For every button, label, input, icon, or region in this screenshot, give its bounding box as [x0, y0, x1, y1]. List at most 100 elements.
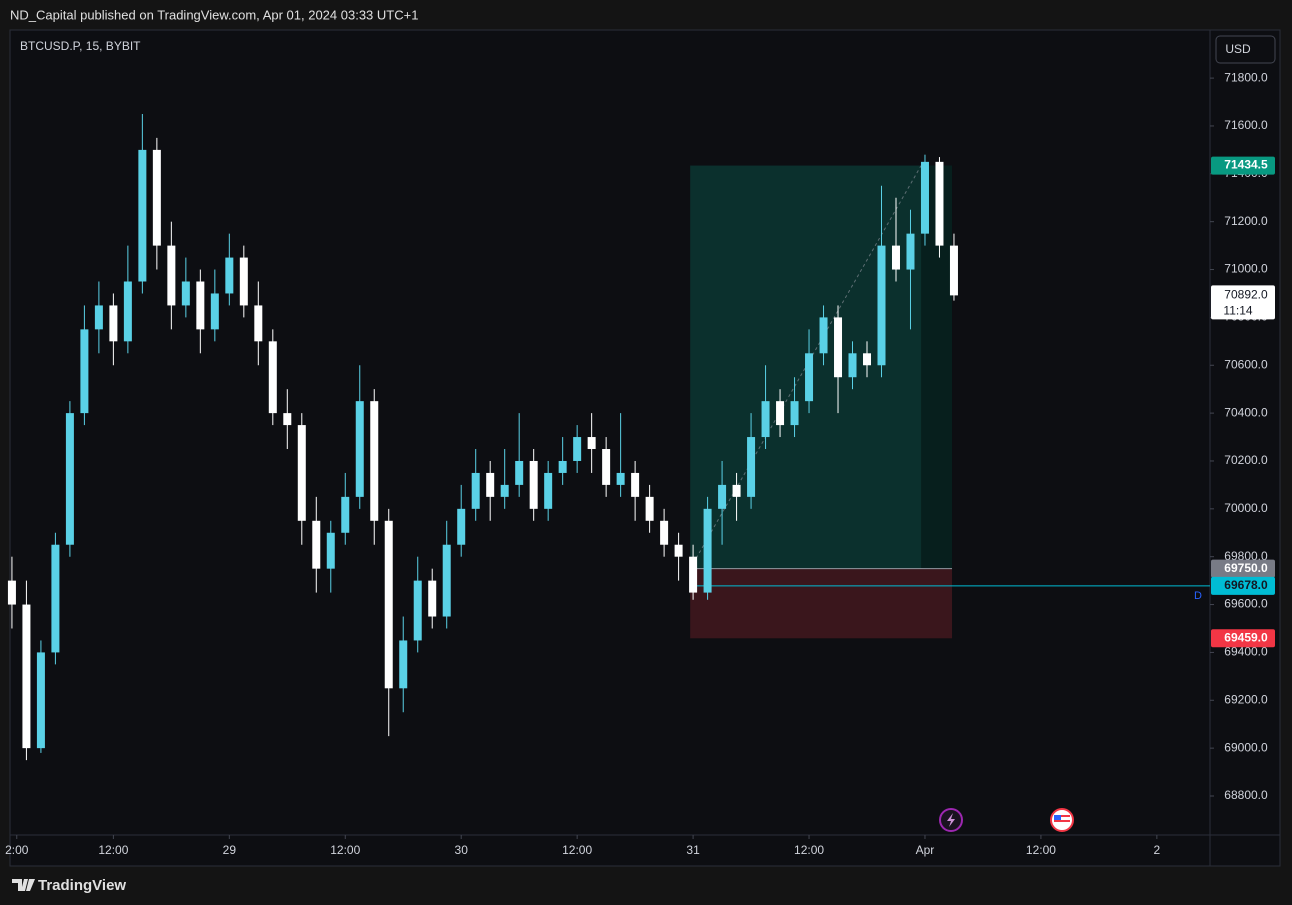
candle-body [920, 161, 929, 234]
candle-body [906, 233, 915, 270]
profit-zone [690, 165, 953, 569]
candle-body [196, 281, 205, 330]
candle-body [384, 520, 393, 689]
candle-body [297, 425, 306, 521]
candle-body [602, 449, 611, 485]
candle-body [210, 293, 219, 330]
currency-label: USD [1225, 42, 1251, 56]
flag-stripe [1054, 820, 1070, 822]
candle-body [863, 353, 872, 366]
candle-body [181, 281, 190, 306]
candle-body [471, 472, 480, 509]
candle-body [631, 472, 640, 497]
candle-body [616, 472, 625, 485]
y-tick-label: 70400.0 [1224, 405, 1268, 419]
candle-body [573, 437, 582, 461]
logo-mark [12, 879, 35, 891]
candle-body [544, 472, 553, 509]
flag-canton [1054, 815, 1061, 820]
y-tick-label: 69400.0 [1224, 645, 1268, 659]
candle-body [22, 604, 31, 749]
candle-body [428, 580, 437, 617]
candle-body [370, 401, 379, 521]
stop-tag-bg [1211, 629, 1275, 648]
level-price-tag: 69678.0 [1224, 578, 1268, 592]
candle-body [848, 353, 857, 378]
candle-body [891, 245, 900, 270]
candle-body [689, 556, 698, 593]
candle-body [457, 508, 466, 545]
candle-body [819, 317, 828, 354]
publish-header: ND_Capital published on TradingView.com,… [10, 7, 418, 22]
candle-body [529, 460, 538, 509]
candle-body [761, 401, 770, 438]
candle-body [587, 437, 596, 450]
candle-body [805, 353, 814, 402]
x-tick-label: 12:00 [98, 843, 128, 857]
candle-body [268, 341, 277, 414]
candle-body [790, 401, 799, 426]
candle-body [413, 580, 422, 641]
y-tick-label: 70600.0 [1224, 357, 1268, 371]
entry-tag-bg [1211, 559, 1275, 578]
last-price-bg [1211, 285, 1275, 320]
axes: 68800.0 69000.0 69200.0 69400.0 69600.0 69800… [5, 70, 1275, 857]
candle-body [935, 161, 944, 246]
candle-body [558, 460, 567, 473]
symbol-label: BTCUSD.P, 15, BYBIT [20, 39, 141, 53]
logo-text: TradingView [38, 877, 126, 894]
x-tick-label: 12:00 [330, 843, 360, 857]
candle-body [399, 640, 408, 689]
y-tick-label: 70200.0 [1224, 453, 1268, 467]
candle-body [515, 460, 524, 485]
x-tick-label: 12:00 [1026, 843, 1056, 857]
plot: D [7, 113, 1210, 761]
candle-body [225, 257, 234, 294]
candle-body [949, 245, 958, 296]
candle-body [486, 472, 495, 497]
y-tick-label: 69000.0 [1224, 740, 1268, 754]
target-tag: 71434.5 [1224, 158, 1268, 172]
x-tick-label: Apr [916, 843, 935, 857]
candle-body [703, 508, 712, 593]
currency-button[interactable] [1215, 35, 1276, 64]
candle-body [65, 413, 74, 545]
candle-body [718, 484, 727, 509]
candle-body [660, 520, 669, 545]
stop-tag: 69459.0 [1224, 630, 1268, 644]
candle-body [326, 532, 335, 569]
y-tick-label: 69800.0 [1224, 549, 1268, 563]
candle-body [283, 413, 292, 426]
x-tick-label: 31 [686, 843, 700, 857]
candle-body [7, 580, 16, 605]
candle-body [645, 496, 654, 521]
y-tick-label: 71000.0 [1224, 262, 1268, 276]
candle-body [152, 149, 161, 246]
x-tick-label: 2:00 [5, 843, 29, 857]
entry-tag: 69750.0 [1224, 561, 1268, 575]
y-tick-label: 70000.0 [1224, 501, 1268, 515]
event-icon-bolt [947, 813, 955, 827]
y-tick-label: 71200.0 [1224, 214, 1268, 228]
candle-body [674, 544, 683, 557]
level-tag: D [1194, 590, 1202, 602]
candle-body [94, 305, 103, 330]
logo: TradingView [12, 877, 126, 894]
candle-body [776, 401, 785, 426]
x-tick-label: 29 [223, 843, 237, 857]
candle-body [80, 329, 89, 414]
candle-body [254, 305, 263, 342]
countdown-label: 11:14 [1223, 304, 1252, 318]
loss-zone [690, 568, 953, 639]
y-tick-label: 71800.0 [1224, 70, 1268, 84]
last-price-label: 70892.0 [1224, 288, 1268, 302]
y-tick-label: 69600.0 [1224, 597, 1268, 611]
x-tick-label: 12:00 [562, 843, 592, 857]
candle-body [239, 257, 248, 306]
y-tick-label: 71600.0 [1224, 118, 1268, 132]
candle-body [341, 496, 350, 533]
candle-body [167, 245, 176, 306]
candle-body [355, 401, 364, 497]
candle-body [36, 652, 45, 749]
